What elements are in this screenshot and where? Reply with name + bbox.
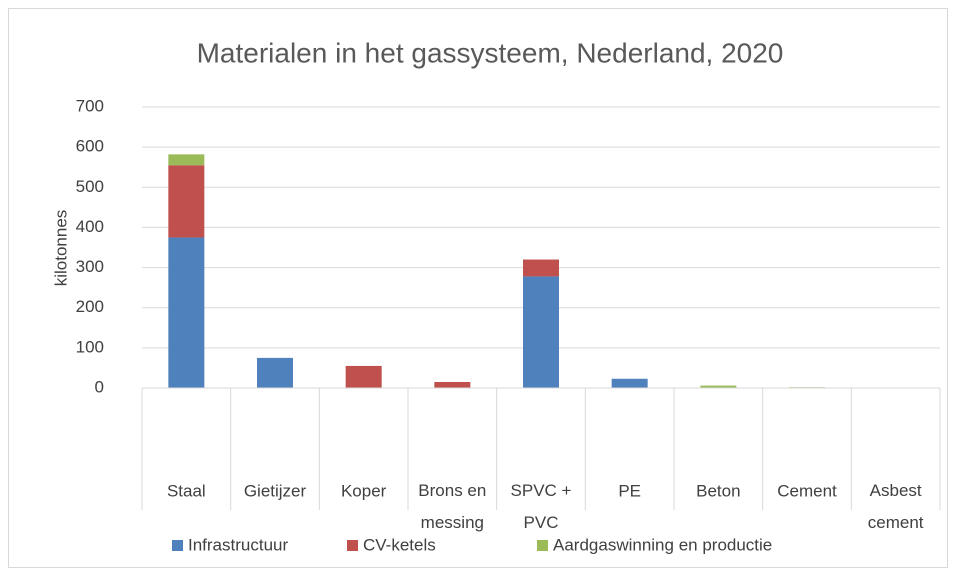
bar xyxy=(611,378,648,388)
bar xyxy=(700,385,737,388)
bar xyxy=(168,154,205,166)
chart-border xyxy=(8,8,948,568)
y-tick-label: 500 xyxy=(76,177,104,196)
y-tick-label: 200 xyxy=(76,297,104,316)
bar xyxy=(168,165,205,238)
x-tick-label: Brons en messing xyxy=(418,481,486,532)
x-tick-label: Koper xyxy=(341,481,387,500)
x-tick-label: Cement xyxy=(777,481,837,500)
legend-swatch xyxy=(347,540,358,551)
x-tick-label: Gietijzer xyxy=(244,481,307,500)
y-tick-label: 300 xyxy=(76,257,104,276)
bar xyxy=(168,237,205,388)
x-tick-label: Staal xyxy=(167,481,206,500)
legend-label: CV-ketels xyxy=(363,535,436,554)
bar xyxy=(257,357,293,388)
legend-label: Aardgaswinning en productie xyxy=(553,535,772,554)
legend-swatch xyxy=(537,540,548,551)
x-tick-label: PE xyxy=(618,481,641,500)
legend-swatch xyxy=(172,540,183,551)
x-tick-label: SPVC + PVC xyxy=(511,481,572,532)
legend-label: Infrastructuur xyxy=(188,535,288,554)
y-tick-label: 100 xyxy=(76,337,104,356)
y-tick-label: 0 xyxy=(95,377,104,396)
x-tick-label: Asbest cement xyxy=(868,481,924,532)
y-tick-label: 600 xyxy=(76,137,104,156)
x-tick-label: Beton xyxy=(696,481,740,500)
y-axis-label: kilotonnes xyxy=(51,210,70,287)
bar xyxy=(523,259,559,277)
y-tick-label: 700 xyxy=(76,96,104,115)
bar xyxy=(345,365,382,388)
y-tick-label: 400 xyxy=(76,217,104,236)
chart-title: Materialen in het gassysteem, Nederland,… xyxy=(197,37,784,68)
bar xyxy=(434,381,471,388)
bar xyxy=(523,276,559,388)
